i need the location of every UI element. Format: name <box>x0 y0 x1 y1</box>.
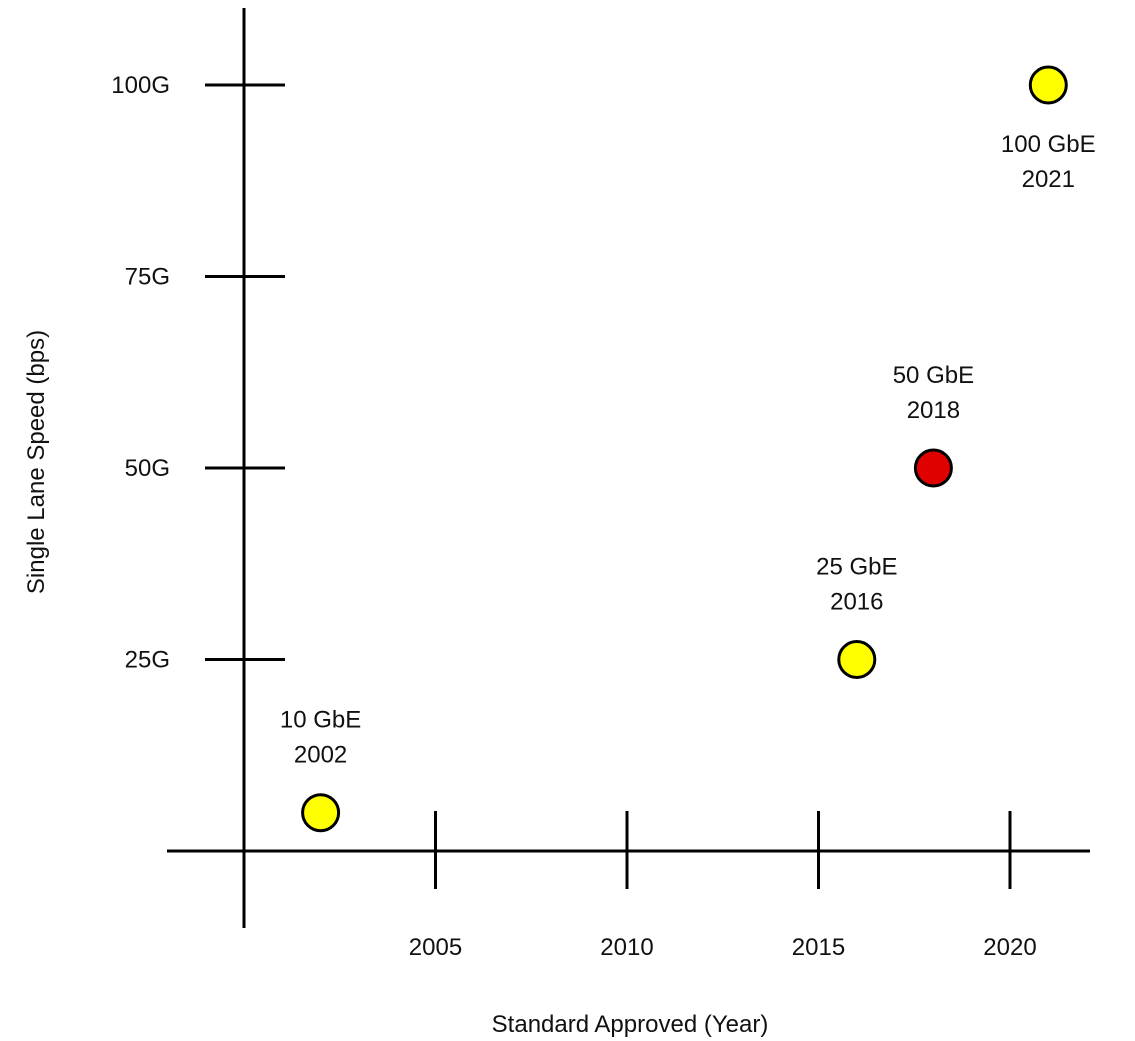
data-point-marker <box>837 640 877 679</box>
y-axis-title: Single Lane Speed (bps) <box>23 330 50 594</box>
x-axis-ticks: 2005 2010 2015 2020 <box>409 811 1037 961</box>
data-point-marker <box>913 448 953 488</box>
x-axis-title: Standard Approved (Year) <box>492 1011 769 1038</box>
data-point-label-year: 2002 <box>294 742 347 769</box>
x-tick-label: 2005 <box>409 934 462 961</box>
data-points: 10 GbE 2002 25 GbE 2016 50 GbE 2018 100 GbE 202… <box>280 65 1096 833</box>
data-point-label-year: 2016 <box>830 589 883 616</box>
data-point-label-name: 100 GbE <box>1001 131 1096 158</box>
x-tick-label: 2015 <box>792 934 845 961</box>
y-tick-label: 75G <box>125 264 170 291</box>
x-tick-label: 2020 <box>983 934 1036 961</box>
data-point-label-year: 2021 <box>1022 166 1075 193</box>
data-point-label-name: 10 GbE <box>280 707 361 734</box>
data-point-marker <box>301 793 341 833</box>
y-axis-ticks: 25G 50G 75G 100G <box>111 72 285 674</box>
data-point-label-name: 25 GbE <box>816 554 897 581</box>
y-tick-label: 50G <box>125 455 170 482</box>
x-tick-label: 2010 <box>600 934 653 961</box>
data-point-marker <box>1028 65 1068 105</box>
y-tick-label: 100G <box>111 72 170 99</box>
data-point-label-year: 2018 <box>907 397 960 424</box>
y-tick-label: 25G <box>125 647 170 674</box>
data-point-label-name: 50 GbE <box>893 362 974 389</box>
